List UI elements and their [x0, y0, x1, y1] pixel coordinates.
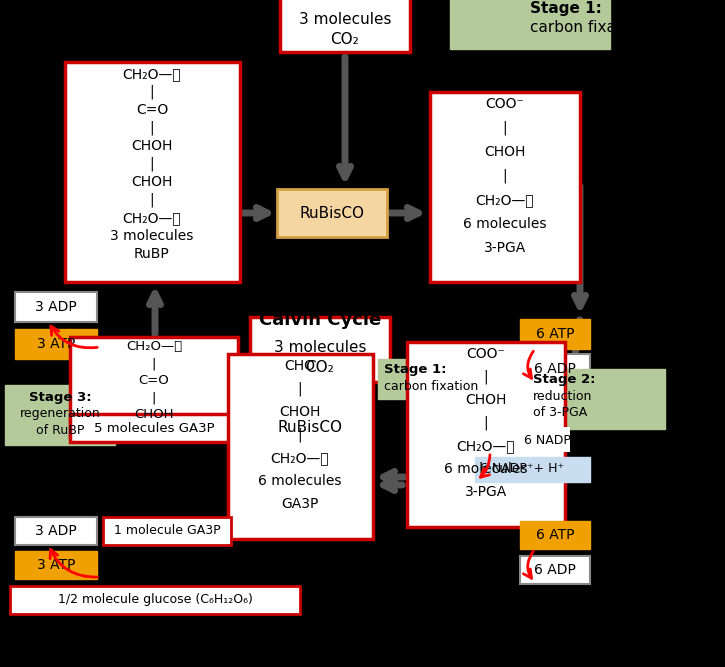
- Text: 3-PGA: 3-PGA: [465, 485, 507, 499]
- Text: |: |: [152, 358, 156, 370]
- FancyBboxPatch shape: [250, 317, 390, 382]
- Text: carbon fixation: carbon fixation: [530, 19, 645, 35]
- FancyBboxPatch shape: [520, 319, 590, 349]
- Text: 3 molecules: 3 molecules: [274, 340, 366, 354]
- Text: 1 molecule GA3P: 1 molecule GA3P: [114, 524, 220, 538]
- Text: 6 NADP⁺+ H⁺: 6 NADP⁺+ H⁺: [480, 462, 564, 476]
- Text: 6 ADP: 6 ADP: [534, 362, 576, 376]
- FancyBboxPatch shape: [527, 369, 665, 429]
- FancyBboxPatch shape: [520, 521, 590, 549]
- Text: Stage 2:: Stage 2:: [533, 374, 595, 386]
- Text: CH₂O—Ⓟ: CH₂O—Ⓟ: [457, 439, 515, 453]
- Text: CHOH: CHOH: [131, 139, 173, 153]
- Text: 3 ATP: 3 ATP: [37, 558, 75, 572]
- Text: Calvin Cycle: Calvin Cycle: [259, 311, 381, 329]
- Text: 6 molecules: 6 molecules: [444, 462, 528, 476]
- Text: |: |: [149, 193, 154, 207]
- Text: CH₂O—Ⓟ: CH₂O—Ⓟ: [123, 67, 181, 81]
- Text: CO₂: CO₂: [306, 360, 334, 374]
- Text: CH₂O—Ⓟ: CH₂O—Ⓟ: [476, 193, 534, 207]
- FancyBboxPatch shape: [65, 62, 240, 282]
- Text: 3 molecules: 3 molecules: [299, 11, 392, 27]
- FancyBboxPatch shape: [70, 414, 238, 442]
- Text: |: |: [502, 121, 507, 135]
- Text: CH₂O—Ⓟ: CH₂O—Ⓟ: [123, 211, 181, 225]
- FancyBboxPatch shape: [15, 329, 97, 359]
- Text: |: |: [298, 428, 302, 442]
- FancyBboxPatch shape: [480, 427, 570, 452]
- Text: RuBP: RuBP: [134, 247, 170, 261]
- FancyBboxPatch shape: [378, 359, 514, 399]
- Text: of 3-PGA: of 3-PGA: [533, 406, 587, 420]
- FancyBboxPatch shape: [430, 92, 580, 282]
- Text: CHOH: CHOH: [484, 145, 526, 159]
- Text: CHOH: CHOH: [465, 393, 507, 407]
- Text: RuBP: RuBP: [144, 464, 176, 478]
- Text: COO⁻: COO⁻: [467, 347, 505, 361]
- Text: 6 ADP: 6 ADP: [534, 563, 576, 577]
- Text: |: |: [502, 169, 507, 183]
- Text: COO⁻: COO⁻: [486, 97, 524, 111]
- FancyBboxPatch shape: [407, 342, 565, 527]
- FancyBboxPatch shape: [15, 517, 97, 545]
- FancyBboxPatch shape: [450, 0, 610, 49]
- Text: RuBisCO: RuBisCO: [278, 420, 342, 436]
- Text: 1/2 molecule glucose (C₆H₁₂O₆): 1/2 molecule glucose (C₆H₁₂O₆): [57, 594, 252, 606]
- FancyBboxPatch shape: [15, 292, 97, 322]
- Text: 3 ADP: 3 ADP: [35, 524, 77, 538]
- Text: 5 molecules GA3P: 5 molecules GA3P: [94, 422, 215, 436]
- FancyBboxPatch shape: [520, 556, 590, 584]
- FancyBboxPatch shape: [5, 385, 115, 445]
- Text: 3 ATP: 3 ATP: [37, 337, 75, 351]
- Text: |: |: [149, 121, 154, 135]
- Text: 3 molecules: 3 molecules: [110, 229, 194, 243]
- FancyBboxPatch shape: [10, 586, 300, 614]
- Text: |: |: [149, 85, 154, 99]
- Text: |: |: [484, 370, 489, 384]
- Text: CHOH: CHOH: [131, 175, 173, 189]
- Text: 6 NADPH: 6 NADPH: [524, 434, 580, 446]
- Text: 6 molecules: 6 molecules: [258, 474, 341, 488]
- Text: |: |: [484, 416, 489, 430]
- Text: 3 molecules: 3 molecules: [123, 450, 198, 464]
- Text: regeneration: regeneration: [20, 408, 100, 420]
- Text: |: |: [298, 382, 302, 396]
- Text: reduction: reduction: [533, 390, 592, 404]
- Text: CO₂: CO₂: [331, 31, 360, 47]
- Text: C=O: C=O: [136, 103, 168, 117]
- Text: CH₂O—Ⓟ: CH₂O—Ⓟ: [126, 340, 182, 354]
- FancyBboxPatch shape: [277, 189, 387, 237]
- Text: of RuBP: of RuBP: [36, 424, 84, 436]
- Text: GA3P: GA3P: [281, 497, 319, 511]
- FancyBboxPatch shape: [70, 337, 238, 437]
- Text: Stage 3:: Stage 3:: [29, 390, 91, 404]
- Text: |: |: [152, 392, 156, 404]
- Text: Stage 1:: Stage 1:: [530, 1, 602, 17]
- Text: |: |: [149, 157, 154, 171]
- Text: C=O: C=O: [138, 374, 170, 388]
- FancyBboxPatch shape: [475, 457, 590, 482]
- Text: RuBisCO: RuBisCO: [299, 205, 365, 221]
- Text: 6 ATP: 6 ATP: [536, 327, 574, 341]
- Text: 6 ATP: 6 ATP: [536, 528, 574, 542]
- Text: 3-PGA: 3-PGA: [484, 241, 526, 255]
- Text: CHOH: CHOH: [279, 405, 320, 419]
- Text: CHO: CHO: [284, 359, 315, 373]
- FancyBboxPatch shape: [520, 354, 590, 384]
- Text: carbon fixation: carbon fixation: [384, 380, 478, 394]
- Text: 3 ADP: 3 ADP: [35, 300, 77, 314]
- Text: 6 molecules: 6 molecules: [463, 217, 547, 231]
- FancyBboxPatch shape: [228, 354, 373, 539]
- Text: CHOH: CHOH: [134, 408, 174, 422]
- Text: Stage 1:: Stage 1:: [384, 364, 447, 376]
- FancyBboxPatch shape: [255, 404, 365, 452]
- FancyBboxPatch shape: [103, 517, 231, 545]
- FancyBboxPatch shape: [280, 0, 410, 52]
- Text: CH₂O—Ⓟ: CH₂O—Ⓟ: [270, 451, 329, 465]
- FancyBboxPatch shape: [15, 551, 97, 579]
